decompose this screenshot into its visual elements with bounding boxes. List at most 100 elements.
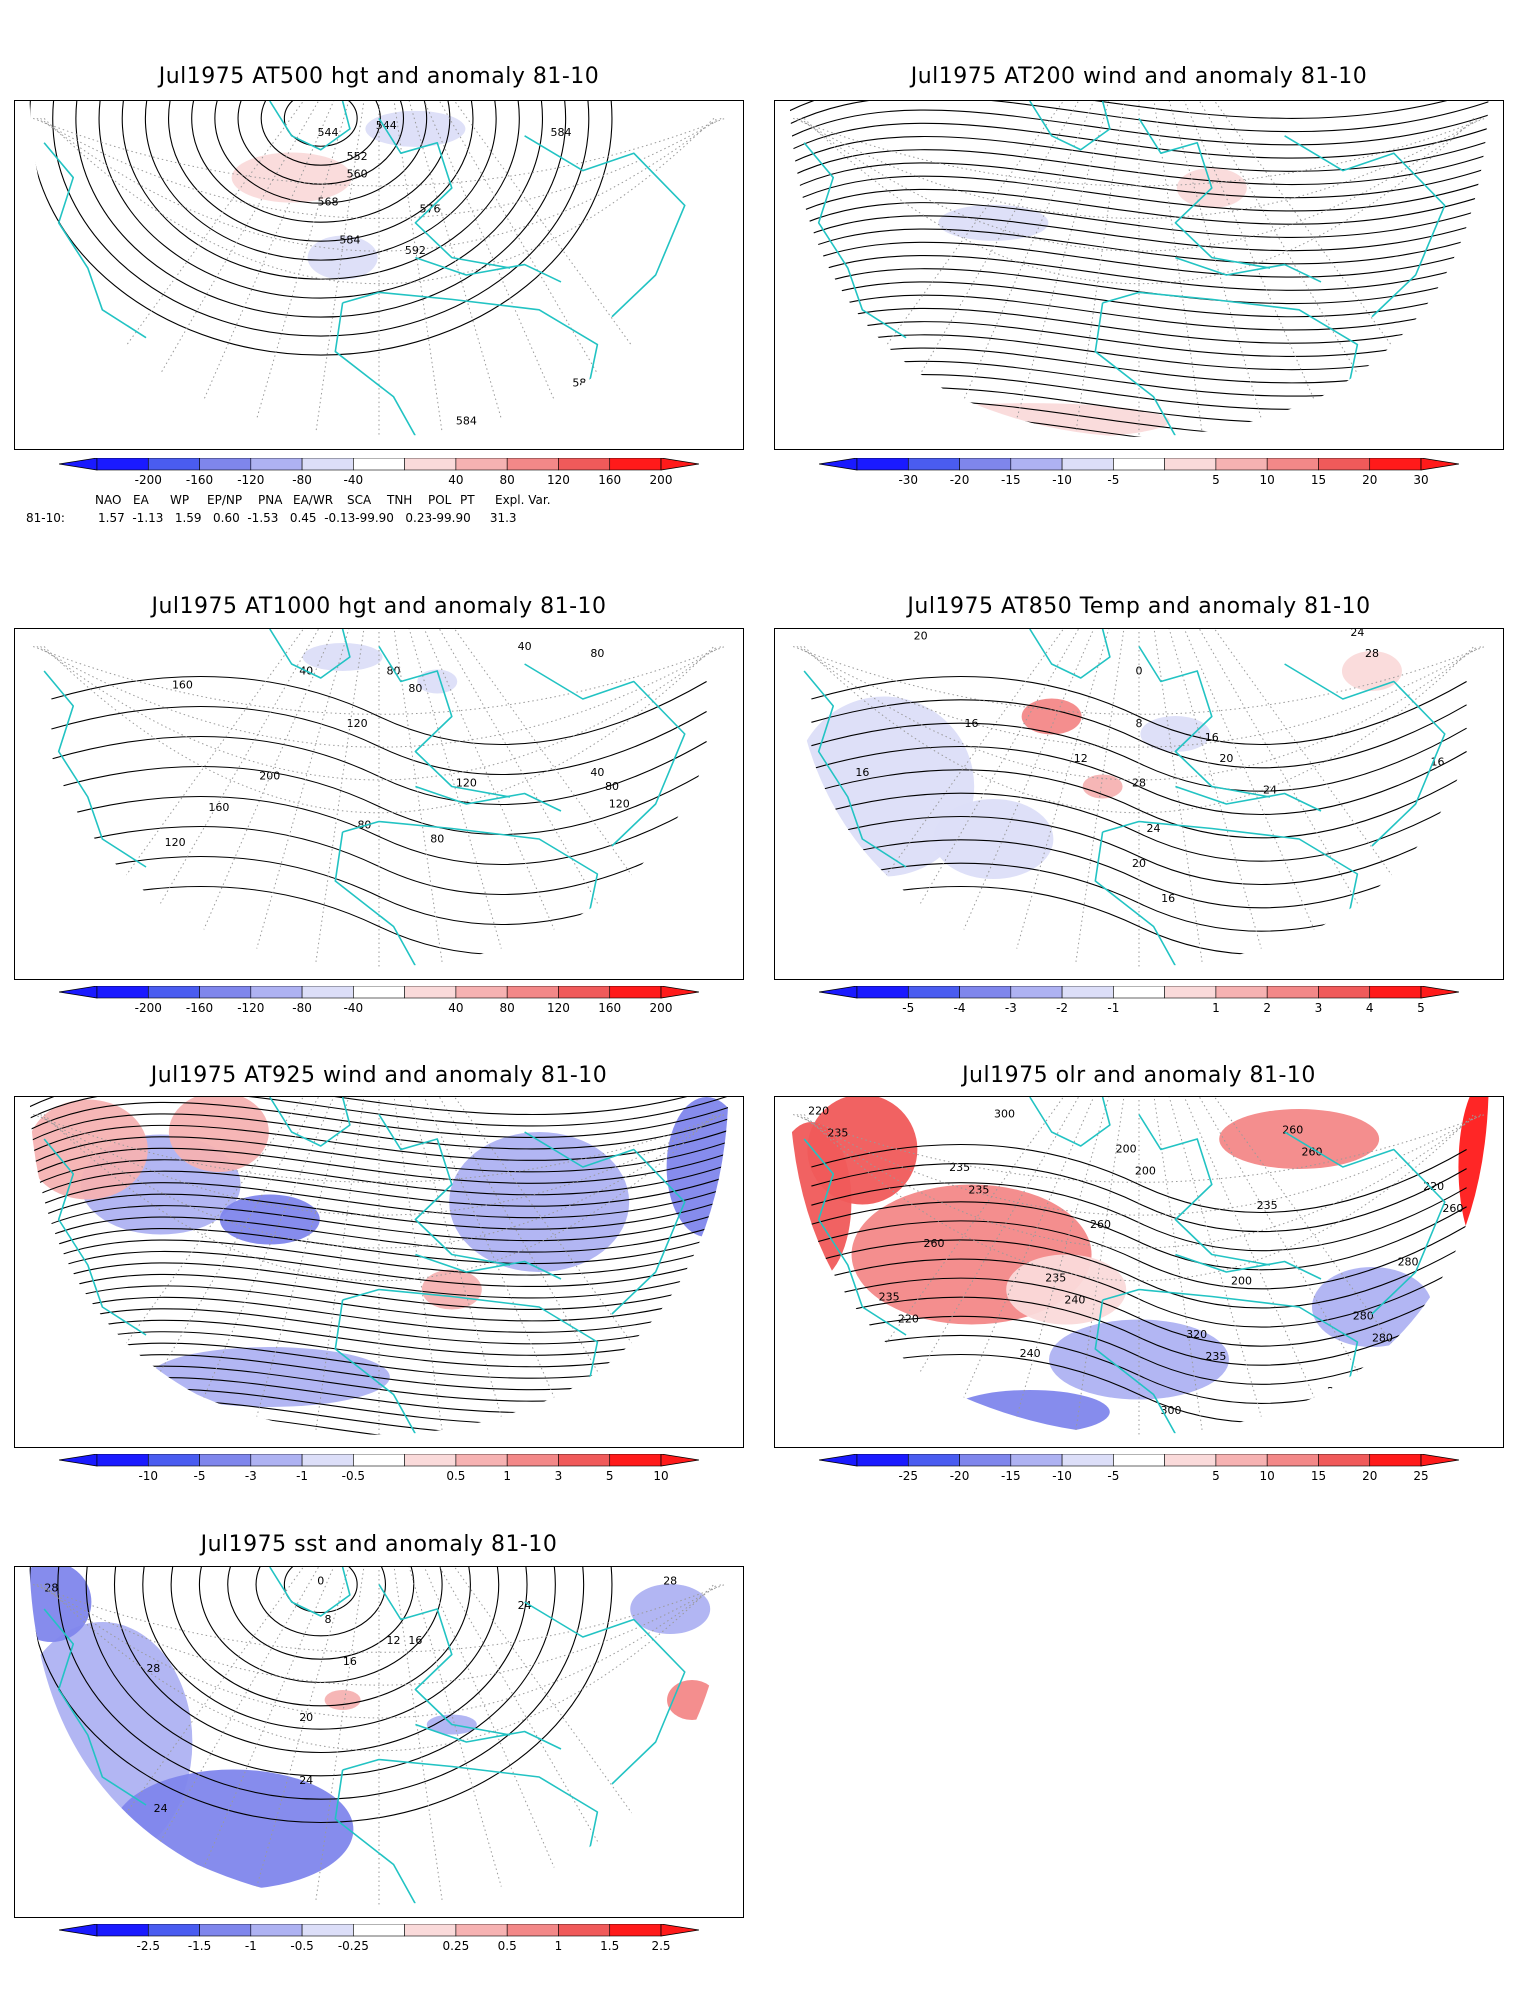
colorbar-tick-label: 80 [499,473,515,487]
colorbar-arrow-low [59,1454,98,1467]
anomaly-negative [307,235,378,280]
colorbar-tick-label: 0.5 [497,1939,517,1953]
contour-label: 16 [1161,892,1175,905]
colorbar-swatch [250,1924,303,1937]
colorbar: -2.5 -1.5 -1 -0.5 -0.25 0.25 0.5 1 1.5 2.5 [59,1924,699,1964]
contour-label: 80 [430,833,444,846]
contour-label: 20 [1219,752,1233,765]
colorbar: -200 -160 -120 -80 -40 40 80 120 160 200 [59,458,699,498]
colorbar-swatch [1215,458,1268,471]
colorbar-tick-label: 15 [1310,473,1327,487]
contour-lines [29,101,613,356]
contour-label: 260 [1301,1145,1322,1158]
colorbar-swatch [1061,458,1114,471]
colorbar-tick-label: -10 [1052,1469,1072,1483]
panel-olr: Jul1975 olr and anomaly 81-10 220 235 260 2… [774,1063,1504,1483]
contour-label: 28 [663,1575,677,1588]
colorbar-swatch [455,1454,508,1467]
anomaly-positive [789,1122,852,1282]
colorbar-tick-label: -200 [134,1001,162,1015]
colorbar-tick-label: -3 [1004,1001,1017,1015]
contour-label: 240 [853,1366,874,1379]
contour-label: 584 [339,234,360,247]
anomaly-positive [1458,1097,1489,1257]
contour-label: 16 [1205,731,1219,744]
colorbar-swatch [250,458,303,471]
colorbar-tick-label: 3 [1314,1001,1323,1015]
colorbar-tick-label: -5 [1107,1469,1120,1483]
panel-1000-height: Jul1975 AT1000 hgt and anomaly 81-10 40 4… [14,594,744,1015]
contour-label: 120 [609,798,630,811]
colorbar-tick-label: -120 [237,473,265,487]
colorbar-swatch [856,986,909,999]
colorbar-tick-label: -160 [185,473,214,487]
colorbar-tick-label: 120 [547,473,570,487]
panel-200-wind: Jul1975 AT200 wind and anomaly 81-10 -30… [774,64,1504,487]
colorbar-tick-label: -0.5 [341,1469,366,1483]
map-frame: 40 40 80 80 80 160 120 200 160 120 120 80 80 40 80 120 1… [14,628,744,980]
colorbar-tick-label: 160 [598,473,622,487]
colorbar-arrow-high [660,1454,699,1467]
colorbar-arrow-high [660,1924,699,1937]
colorbar-tick-label: 25 [1413,1469,1429,1483]
contour-label: 552 [347,150,368,163]
colorbar-swatch [1061,1454,1114,1467]
anomaly-negative [417,669,458,694]
colorbar-tick-label: 5 [605,1469,614,1483]
colorbar-swatch [959,986,1012,999]
colorbar-swatch [404,1924,457,1937]
colorbar: -30 -20 -15 -10 -5 5 10 15 20 30 [819,458,1459,498]
colorbar-swatch [1215,1454,1268,1467]
colorbar-swatch [1318,1454,1371,1467]
colorbar-arrow-high [1420,458,1459,471]
colorbar-tick-label: 80 [499,1001,515,1015]
colorbar-tick-label: -20 [949,1469,970,1483]
contour-label: 80 [590,647,604,660]
colorbar-tick-label: 2.5 [651,1939,671,1953]
panel-title: Jul1975 AT850 Temp and anomaly 81-10 [907,594,1371,619]
colorbar-swatch [199,458,252,471]
anomaly-positive [1219,1109,1380,1169]
contour-lines [29,1097,729,1435]
colorbar-swatch [1369,986,1422,999]
colorbar-swatch [1113,458,1165,471]
colorbar-swatch [506,1924,559,1937]
colorbar-swatch [353,986,405,999]
panel-sst: Jul1975 sst and anomaly 81-10 28 24 28 0 8 12… [14,1532,744,1953]
graticule [33,1097,725,1435]
colorbar-tick-label: -1.5 [187,1939,212,1953]
colorbar-swatch [404,986,457,999]
colorbar-tick-label: -15 [1001,1469,1021,1483]
colorbar-tick-label: 10 [653,1469,669,1483]
teleconnection-index-name: Expl. Var. [495,493,551,507]
contour-label: 40 [518,640,532,653]
colorbar-swatch [506,986,559,999]
colorbar-swatch [250,986,303,999]
anomaly-negative [302,643,383,671]
contour-label: 280 [1372,1331,1393,1344]
contour-label: 16 [343,1655,357,1668]
colorbar-tick-label: -0.25 [337,1939,369,1953]
anomaly-negative [1049,1319,1229,1400]
colorbar-tick-label: 5 [1417,1001,1425,1015]
map-canvas: 220 235 260 235 200 280 235 320 220 240 235 240 260 2… [789,1097,1489,1435]
colorbar-arrow-low [59,986,98,999]
teleconnection-index-name: PT [460,493,475,507]
colorbar-tick-label: 200 [649,473,673,487]
colorbar-swatch [96,458,149,471]
colorbar-swatch [907,986,960,999]
colorbar-swatch [506,458,559,471]
graticule [33,629,725,967]
colorbar-tick-label: 1 [554,1939,563,1953]
teleconnection-index-name: NAO [95,493,122,507]
contour-label: 584 [150,390,171,403]
colorbar-arrow-high [660,458,699,471]
colorbar-swatch [147,1924,200,1937]
colorbar-tick-label: 1.5 [600,1939,620,1953]
coastlines [803,629,1446,967]
contour-label: 24 [1350,629,1364,639]
teleconnection-table: NAO EA WP EP/NP PNA EA/WR SCA TNH POL PT Expl. Var… [20,493,720,533]
contour-label: 260 [1282,1123,1303,1136]
colorbar-swatch [1113,986,1165,999]
